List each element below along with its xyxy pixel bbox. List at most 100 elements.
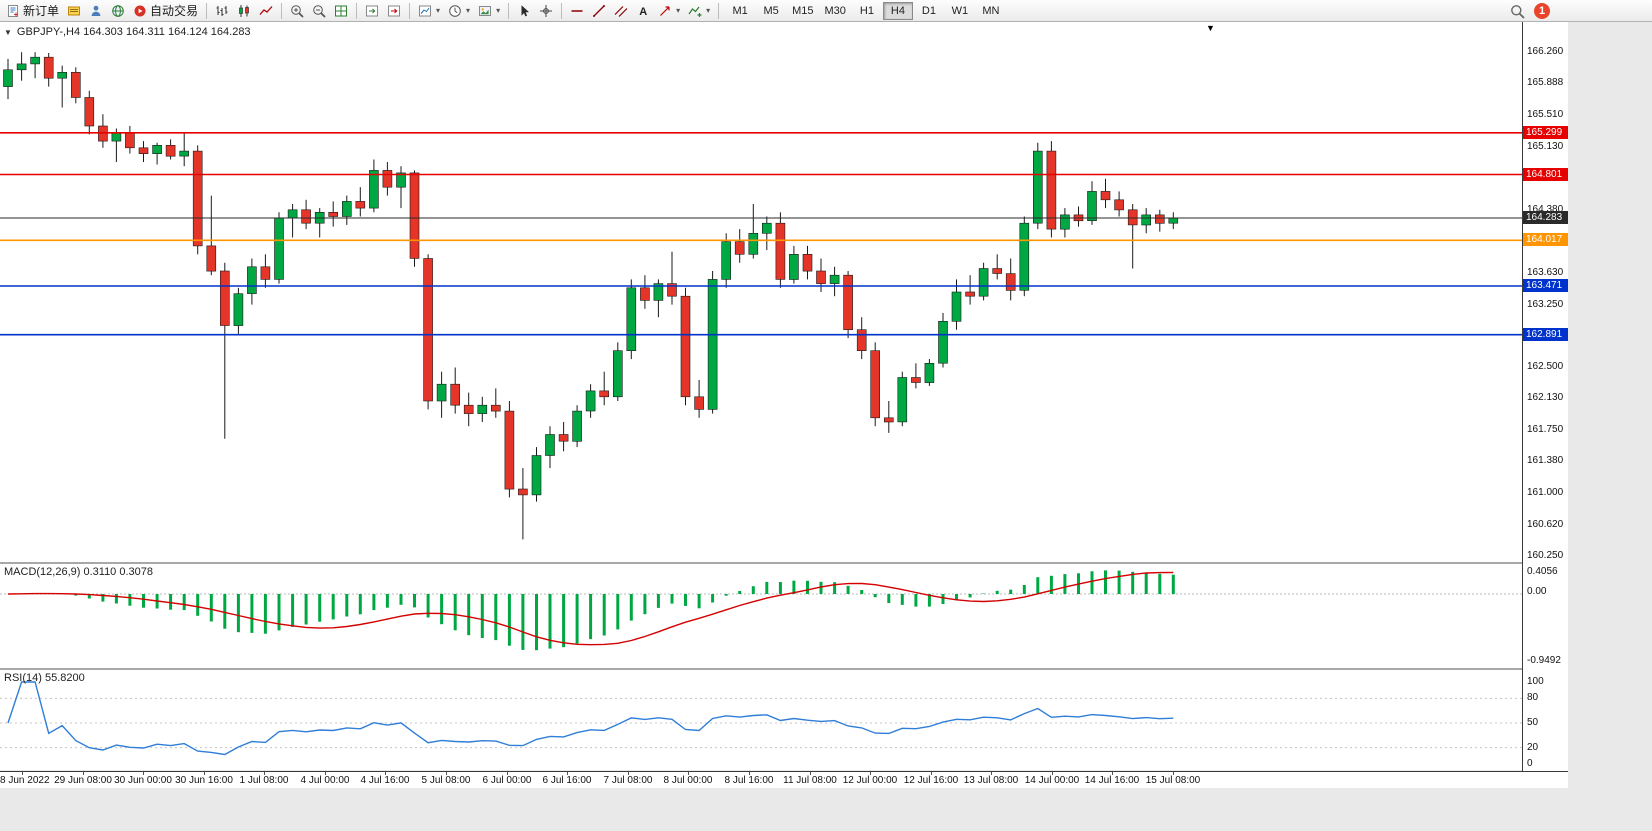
- crosshair-button[interactable]: [535, 0, 557, 21]
- time-tick: [83, 772, 84, 775]
- macd-panel[interactable]: MACD(12,26,9) 0.3110 0.3078: [0, 564, 1522, 668]
- candle-up: [1087, 191, 1097, 221]
- timeframe-h1[interactable]: H1: [859, 4, 874, 17]
- candle-down: [802, 254, 813, 272]
- candle-down: [165, 145, 176, 157]
- time-tick: [991, 772, 992, 775]
- price-badge-support: 163.471: [1523, 279, 1568, 293]
- time-tick-label: 12 Jul 16:00: [903, 775, 959, 786]
- autotrading-button[interactable]: 自动交易: [129, 0, 202, 21]
- timeframe-h4[interactable]: H4: [882, 1, 913, 20]
- candle-down: [856, 329, 867, 352]
- new-order-button[interactable]: 新订单: [2, 0, 63, 21]
- line-chart-button[interactable]: [255, 0, 277, 21]
- time-tick: [810, 772, 811, 775]
- time-tick-label: 1 Jul 08:00: [239, 775, 289, 786]
- trendline-button[interactable]: [588, 0, 610, 21]
- arrow-tools-button[interactable]: ▾: [654, 0, 684, 21]
- zoom-in-button[interactable]: [286, 0, 308, 21]
- candle-up: [233, 293, 244, 326]
- time-tick-label: 28 Jun 2022: [0, 775, 50, 786]
- candle-down: [328, 212, 339, 217]
- candle-up: [707, 279, 718, 410]
- candle-up: [179, 150, 189, 157]
- candle-up: [1033, 150, 1043, 224]
- time-tick-label: 6 Jul 00:00: [482, 775, 532, 786]
- candle-up: [531, 455, 542, 496]
- candle-up: [16, 63, 27, 71]
- chart-shift-button[interactable]: [383, 0, 405, 21]
- timeframe-w1[interactable]: W1: [951, 4, 969, 17]
- macd-chart: [0, 570, 1522, 651]
- autotrading-button-label: 自动交易: [150, 4, 199, 18]
- search-icon[interactable]: [1510, 4, 1525, 19]
- panel-separator[interactable]: [0, 562, 1568, 564]
- timeframe-m15[interactable]: M15: [792, 4, 814, 17]
- templates-button[interactable]: ▾: [474, 0, 504, 21]
- candlestick-chart-button[interactable]: [233, 0, 255, 21]
- notification-badge[interactable]: 1: [1534, 3, 1550, 19]
- accounts-button[interactable]: [85, 0, 107, 21]
- symbol-ohlc-label: GBPJPY-,H4 164.303 164.311 164.124 164.2…: [16, 26, 251, 38]
- new-order-button-label: 新订单: [23, 4, 60, 18]
- price-badge-resistance: 164.801: [1523, 167, 1568, 181]
- zoom-out-button[interactable]: [308, 0, 330, 21]
- candle-up: [897, 377, 908, 423]
- candle-up: [545, 434, 555, 456]
- periods-button[interactable]: ▾: [444, 0, 474, 21]
- price-chart-panel[interactable]: ▼ GBPJPY-,H4 164.303 164.311 164.124 164…: [0, 22, 1522, 562]
- timeframe-m1[interactable]: M1: [732, 4, 748, 17]
- zoom-out-icon: [312, 4, 326, 18]
- candle-down: [640, 287, 650, 301]
- new-chart-button[interactable]: ▾: [414, 0, 444, 21]
- timeframe-mn[interactable]: MN: [982, 4, 1000, 17]
- toolbar-right: 1: [1510, 3, 1550, 19]
- indicators-icon: [688, 4, 702, 18]
- candle-up: [612, 350, 623, 398]
- auto-scroll-button[interactable]: [361, 0, 383, 21]
- timeframe-m5[interactable]: M5: [763, 4, 779, 17]
- rsi-axis-tick: 50: [1527, 717, 1539, 728]
- price-tick: 166.260: [1527, 46, 1564, 58]
- text-label-button[interactable]: A: [632, 0, 654, 21]
- price-tick: 163.250: [1527, 298, 1564, 310]
- chevron-down-icon[interactable]: ▼: [4, 27, 12, 37]
- svg-text:A: A: [639, 6, 647, 18]
- text-icon: A: [636, 4, 650, 18]
- autoscroll-icon: [365, 4, 379, 18]
- price-tick: 161.750: [1527, 424, 1564, 436]
- price-badge-pivot: 164.017: [1523, 233, 1568, 247]
- horizontal-line-button[interactable]: [566, 0, 588, 21]
- timeframe-m30[interactable]: M30: [824, 4, 846, 17]
- time-tick-label: 11 Jul 08:00: [783, 775, 837, 786]
- indicators-button[interactable]: ▾: [684, 0, 714, 21]
- candle-up: [274, 217, 284, 280]
- candle-up: [396, 172, 406, 188]
- channel-button[interactable]: [610, 0, 632, 21]
- channel-icon: [614, 4, 628, 18]
- tile-windows-button[interactable]: [330, 0, 352, 21]
- quotes-window-button[interactable]: [63, 0, 85, 21]
- time-tick: [1173, 772, 1174, 775]
- scroll-to-end-marker: ▼: [1206, 23, 1215, 33]
- candle-down: [965, 291, 975, 297]
- cursor-button[interactable]: [513, 0, 535, 21]
- time-tick-label: 4 Jul 16:00: [360, 775, 410, 786]
- bar-chart-button[interactable]: [211, 0, 233, 21]
- rsi-axis-tick: 80: [1527, 692, 1539, 704]
- candle-down: [463, 404, 474, 414]
- candle-down: [450, 383, 461, 406]
- time-tick-label: 29 Jun 08:00: [54, 775, 112, 786]
- community-button[interactable]: [107, 0, 129, 21]
- timeframe-d1[interactable]: D1: [921, 4, 936, 17]
- candle-down: [883, 417, 894, 423]
- rsi-panel[interactable]: RSI(14) 55.8200: [0, 670, 1522, 770]
- candlestick-chart[interactable]: [0, 22, 1522, 562]
- shift-icon: [387, 4, 401, 18]
- price-axis[interactable]: [1522, 22, 1568, 771]
- price-badge-support: 162.891: [1523, 327, 1568, 341]
- time-tick-label: 7 Jul 08:00: [603, 775, 653, 786]
- rsi-axis-tick: 20: [1527, 741, 1539, 753]
- panel-separator[interactable]: [0, 668, 1568, 670]
